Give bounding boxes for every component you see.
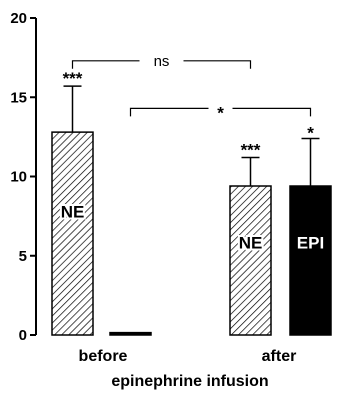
y-tick-label: 10 (10, 169, 27, 186)
x-category-label: before (79, 348, 128, 365)
bar-label: NE (239, 234, 263, 253)
significance-label: *** (241, 140, 261, 159)
comparison-label: ns (154, 53, 170, 70)
bar (51, 131, 94, 336)
significance-label: *** (63, 69, 83, 88)
x-category-label: after (262, 348, 297, 365)
annotations: *******ns* (63, 53, 315, 160)
bar (229, 185, 272, 336)
y-tick-label: 0 (19, 327, 27, 344)
bar (289, 185, 332, 336)
comparison-label: * (217, 103, 224, 122)
comparison-bracket (71, 60, 252, 69)
axes: 0 5 10 15 20 before after (10, 10, 296, 365)
bars: NE NE EPI (51, 85, 332, 336)
bar-label: NE (61, 202, 85, 221)
y-tick-label: 20 (10, 10, 27, 27)
significance-label: * (307, 123, 314, 142)
bar-label: EPI (297, 234, 324, 253)
y-tick-label: 5 (19, 248, 27, 265)
comparison-bracket (129, 107, 312, 117)
bar (109, 331, 152, 336)
x-axis-title: epinephrine infusion (111, 373, 268, 390)
y-tick-label: 15 (10, 89, 27, 106)
